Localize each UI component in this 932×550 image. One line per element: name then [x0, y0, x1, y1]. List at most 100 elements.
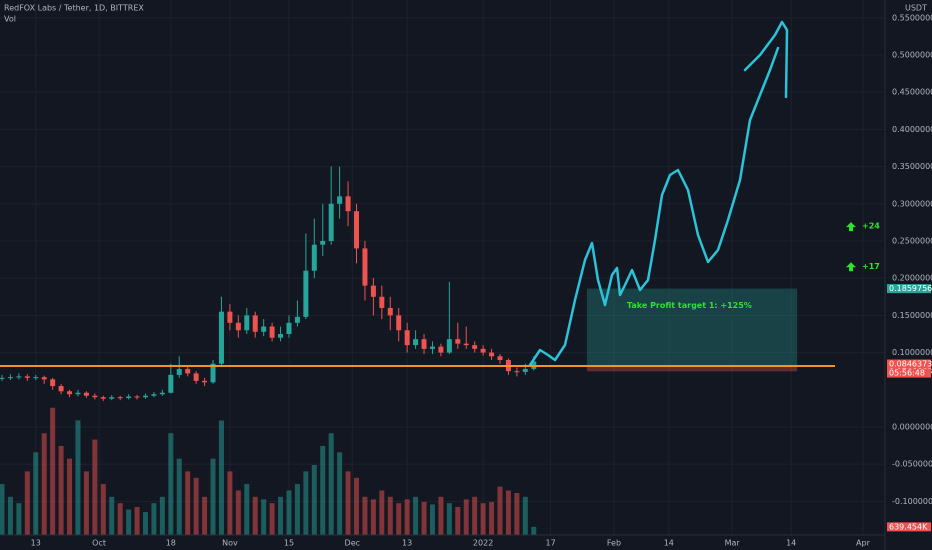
volume-bar [463, 499, 469, 535]
volume-bar [244, 484, 250, 535]
chart-title: RedFOX Labs / Tether, 1D, BITTREX [4, 4, 144, 13]
x-tick-label: Mar [725, 539, 741, 548]
y-tick-label: 0.45000000 [892, 88, 932, 97]
volume-bar [33, 452, 39, 535]
volume-bar [370, 499, 376, 535]
x-tick-label: Apr [856, 539, 871, 548]
candle-layer [0, 166, 537, 401]
y-tick-label: 0.20000000 [892, 274, 932, 283]
currency: USDT [905, 4, 927, 13]
candle-body [396, 315, 402, 331]
volume-bar [387, 496, 393, 535]
x-tick-label: 18 [166, 539, 176, 548]
volume-bar [489, 501, 495, 535]
countdown-tag [887, 368, 931, 378]
candle-body [320, 240, 326, 245]
candle-body [0, 377, 5, 379]
y-tick-label: 0.55000000 [892, 13, 932, 22]
candle-body [328, 203, 334, 241]
volume-bar [337, 452, 343, 535]
target-text: +24 [862, 222, 880, 231]
candle-body [185, 368, 191, 374]
volume-bar [294, 484, 300, 535]
volume-bar [480, 503, 486, 535]
volume-bar [193, 477, 199, 535]
y-tick-label: 0.40000000 [892, 125, 932, 134]
volume-bar [218, 420, 224, 535]
candle-body [438, 346, 444, 353]
candle-body [134, 396, 140, 398]
volume-bar [303, 471, 309, 535]
volume-bar [396, 503, 402, 535]
candle-body [294, 316, 300, 323]
candle-body [497, 356, 503, 361]
candle-body [50, 379, 56, 387]
volume-bar [0, 484, 5, 535]
candle-body [278, 333, 284, 338]
volume-bar [320, 445, 326, 535]
candle-body [202, 380, 208, 383]
volume-bar [379, 490, 385, 535]
x-tick-label: Feb [607, 539, 621, 548]
candle-body [489, 352, 495, 357]
volume-bar [311, 465, 317, 535]
drawn-projection [528, 46, 780, 367]
volume-bar [159, 496, 165, 535]
candle-body [227, 311, 233, 323]
target-arrow [846, 222, 856, 232]
candle-body [100, 397, 106, 399]
candle-body [370, 285, 376, 297]
candle-body [117, 397, 123, 399]
volume-bar [531, 526, 537, 535]
candle-body [16, 376, 22, 378]
candle-body [126, 396, 132, 398]
candle-body [413, 339, 419, 346]
y-tick-label: -0.05000000 [892, 460, 932, 469]
volume-bar [126, 509, 132, 535]
price-tag-label: 0.18597562 [889, 284, 932, 293]
volume-bar [176, 458, 182, 535]
y-tick-label: 0.50000000 [892, 50, 932, 59]
volume-tag [887, 522, 931, 532]
volume-bar [497, 486, 503, 535]
volume-bar [345, 471, 351, 535]
volume-bar [41, 433, 47, 535]
candle-body [286, 322, 292, 334]
y-tick-label: 0.35000000 [892, 162, 932, 171]
price-tag-label: 0.08463736 [889, 360, 932, 369]
volume-bar [168, 433, 174, 535]
volume-bar [185, 471, 191, 535]
volume-bar [109, 496, 115, 535]
x-tick-label: 13 [31, 539, 41, 548]
candle-body [404, 330, 410, 346]
x-tick-label: 13 [402, 539, 412, 548]
x-tick-label: 14 [664, 539, 674, 548]
position-layer [586, 288, 798, 372]
volume-bar [210, 458, 216, 535]
price-tag [887, 359, 931, 369]
candle-body [362, 248, 368, 286]
profit-zone [586, 288, 798, 366]
candle-body [455, 339, 461, 344]
volume-bar [404, 499, 410, 535]
y-tick-label: 0.30000000 [892, 199, 932, 208]
volume-bar [505, 490, 511, 535]
volume-layer [0, 407, 537, 535]
axis-layer: 0.55000000 0.50000000 0.45000000 0.40000000… [31, 13, 932, 547]
volume-bar [278, 496, 284, 535]
volume-bar [7, 496, 13, 535]
candle-body [252, 315, 258, 332]
candle-body [193, 373, 199, 381]
candle-body [83, 392, 89, 396]
candle-body [337, 196, 343, 204]
volume-bar [83, 471, 89, 535]
candle-body [269, 326, 275, 338]
stop-zone [586, 365, 798, 372]
candle-body [7, 377, 13, 379]
volume-bar [134, 507, 140, 535]
volume-bar [92, 439, 98, 535]
candle-body [522, 368, 528, 372]
volume-bar [522, 496, 528, 535]
volume-bar [421, 501, 427, 535]
